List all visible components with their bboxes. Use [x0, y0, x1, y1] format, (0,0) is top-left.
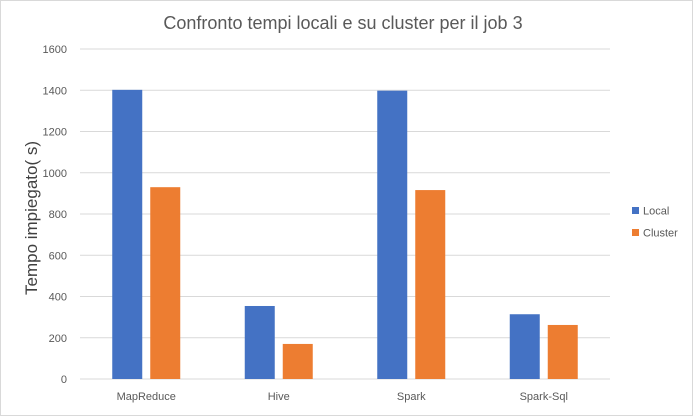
bar-cluster-mapreduce — [150, 187, 181, 379]
chart-title: Confronto tempi locali e su cluster per … — [163, 13, 522, 33]
bar-local-hive — [244, 305, 275, 379]
bar-local-spark-sql — [509, 314, 540, 379]
bar-local-spark — [377, 90, 408, 379]
category-label: Spark-Sql — [520, 391, 568, 403]
category-label: MapReduce — [117, 391, 176, 403]
y-tick-label: 600 — [49, 250, 67, 262]
y-tick-labels: 0 200 400 600 800 1000 1200 1400 1600 — [43, 44, 67, 386]
y-tick-label: 400 — [49, 292, 67, 304]
legend: Local Cluster — [632, 206, 678, 240]
legend-swatch-local — [632, 207, 639, 214]
y-tick-label: 800 — [49, 209, 67, 221]
legend-swatch-cluster — [632, 229, 639, 236]
bar-cluster-spark-sql — [547, 324, 578, 379]
bar-cluster-spark — [415, 190, 446, 379]
bar-cluster-hive — [282, 343, 313, 379]
y-tick-label: 1400 — [43, 85, 67, 97]
category-label: Hive — [268, 391, 290, 403]
y-tick-label: 0 — [61, 374, 67, 386]
category-labels: MapReduce Hive Spark Spark-Sql — [117, 391, 568, 403]
bars — [112, 89, 578, 380]
legend-label-cluster: Cluster — [643, 228, 678, 240]
legend-label-local: Local — [643, 206, 669, 218]
bar-local-mapreduce — [112, 89, 143, 380]
y-tick-label: 1200 — [43, 127, 67, 139]
category-label: Spark — [397, 391, 426, 403]
y-tick-label: 200 — [49, 333, 67, 345]
y-tick-label: 1600 — [43, 44, 67, 56]
y-tick-label: 1000 — [43, 168, 67, 180]
y-axis-label: Tempo impiegato( s) — [22, 141, 41, 295]
